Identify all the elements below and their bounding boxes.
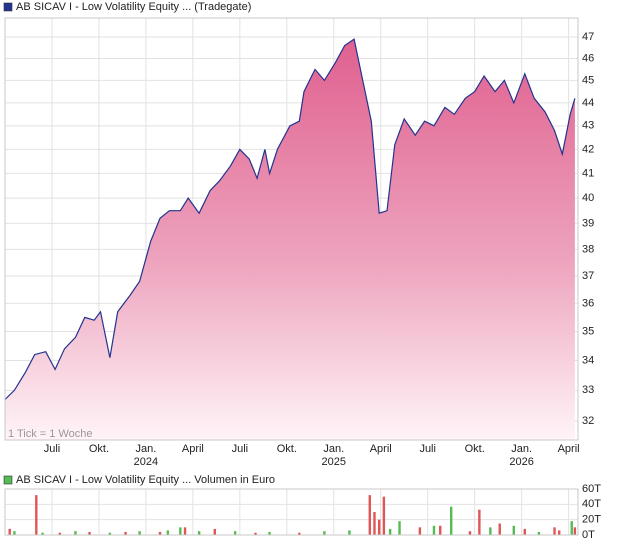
volume-bar [35,495,38,535]
y-tick-label: 36 [582,297,594,309]
y-tick-label: 37 [582,270,594,282]
x-tick-label: Jan. [136,443,157,455]
volume-bar [382,496,386,535]
volume-bar [439,525,442,535]
legend-swatch [3,475,13,485]
y-tick-label: 47 [582,31,594,43]
volume-bar [432,525,436,535]
y-tick-label: 41 [582,167,594,179]
y-tick-label: 43 [582,120,594,132]
x-year-label: 2024 [134,456,158,468]
x-tick-label: Juli [232,443,249,455]
plot-frame [4,17,579,441]
volume-bar [323,531,326,535]
y-tick-label: 46 [582,52,594,64]
x-tick-label: Jan. [511,443,532,455]
volume-bar [512,525,516,535]
y-tick-label: 42 [582,143,594,155]
volume-bar [368,495,371,535]
volume-bar [553,527,556,535]
x-tick-label: April [370,443,392,455]
volume-bar [348,530,351,535]
volume-bar [558,530,561,535]
y-tick-label: 0T [582,529,595,541]
volume-bar [489,527,492,535]
y-tick-label: 33 [582,384,594,396]
volume-bar [523,528,526,535]
volume-bar [8,528,11,535]
volume-bar [478,509,481,535]
y-tick-label: 40T [582,498,601,510]
x-tick-label: Okt. [277,443,297,455]
x-year-label: 2025 [322,456,346,468]
plot-frame [4,488,579,536]
legend-label: AB SICAV I - Low Volatility Equity ... V… [16,474,275,486]
volume-bar [298,532,301,535]
y-tick-label: 60T [582,483,601,495]
volume-bar [108,532,112,535]
y-tick-label: 35 [582,325,594,337]
volume-bar [398,521,401,535]
x-year-label: 2026 [509,456,533,468]
y-tick-label: 45 [582,74,594,86]
volume-bar [74,531,77,535]
y-tick-label: 39 [582,217,594,229]
volume-bar [268,531,271,535]
x-tick-label: Jan. [323,443,344,455]
y-tick-label: 40 [582,192,594,204]
volume-bar [158,531,162,535]
volume-bar [213,528,216,535]
x-tick-label: Juli [419,443,436,455]
volume-bar [124,531,127,535]
volume-bar [573,527,577,535]
volume-bar [179,527,182,535]
area [5,39,575,440]
volume-bar [88,531,91,535]
volume-bar [138,531,141,535]
x-tick-label: April [558,443,580,455]
volume-bar [570,521,573,535]
legend-label: AB SICAV I - Low Volatility Equity ... (… [16,1,251,13]
y-tick-label: 20T [582,514,601,526]
y-tick-label: 38 [582,243,594,255]
y-tick-label: 34 [582,354,594,366]
volume-bar [373,512,376,535]
volume-bar [388,528,392,535]
volume-bar [233,531,237,535]
volume-bar [449,506,453,535]
volume-bar [254,532,257,535]
volume-bar [13,531,16,535]
x-tick-label: Okt. [89,443,109,455]
volume-bar [41,532,44,535]
volume-bar [468,531,472,535]
y-tick-label: 44 [582,97,594,109]
volume-bar [498,523,501,535]
x-tick-label: Juli [44,443,61,455]
x-tick-label: April [182,443,204,455]
volume-bar [183,527,187,535]
volume-bar [197,531,201,535]
line [4,38,576,400]
y-tick-label: 32 [582,415,594,427]
volume-bar [418,527,422,535]
legend-swatch [3,2,13,12]
volume-bar [58,532,61,535]
x-tick-label: Okt. [465,443,485,455]
volume-bar [377,519,381,535]
volume-bar [537,531,541,535]
volume-bar [166,530,170,535]
annotation: 1 Tick = 1 Woche [8,428,92,440]
